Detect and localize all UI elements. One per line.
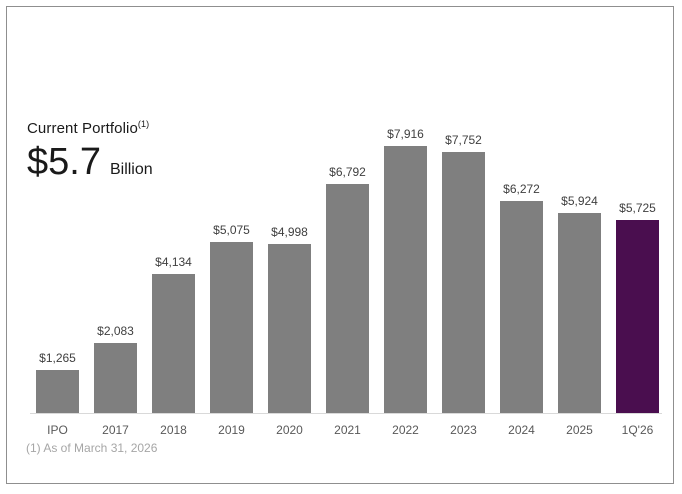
bar-column: $1,265 — [36, 123, 79, 413]
bar-value-label: $4,134 — [155, 255, 192, 269]
x-axis-label-cell: 2019 — [210, 423, 253, 437]
bar-value-label: $7,752 — [445, 133, 482, 147]
bar — [326, 184, 369, 413]
portfolio-value: $5.7 — [27, 141, 101, 183]
bar-column: $5,725 — [616, 123, 659, 413]
bar-column: $6,792 — [326, 123, 369, 413]
bar-column: $4,134 — [152, 123, 195, 413]
bar — [268, 244, 311, 413]
chart-header: Current Portfolio(1) $5.7 Billion — [27, 119, 153, 181]
x-axis-label-cell: 2017 — [94, 423, 137, 437]
bar-value-label: $4,998 — [271, 225, 308, 239]
bar — [94, 343, 137, 413]
bar-chart-plot-area: $1,265 $2,083 $4,134 $5,075 $4,998 $6,792 $7,9… — [36, 123, 659, 413]
x-axis-label: 2025 — [566, 423, 593, 437]
x-axis-label: 2018 — [160, 423, 187, 437]
bar — [558, 213, 601, 413]
portfolio-value-unit: Billion — [109, 161, 153, 178]
x-axis-label-cell: 2020 — [268, 423, 311, 437]
bar-column: $5,075 — [210, 123, 253, 413]
bar-column: $5,924 — [558, 123, 601, 413]
bar — [500, 201, 543, 413]
x-axis-label: 2023 — [450, 423, 477, 437]
x-axis-label-cell: 2025 — [558, 423, 601, 437]
chart-title-footnote-marker: (1) — [137, 119, 150, 129]
chart-title-text: Current Portfolio — [27, 120, 138, 137]
x-axis-labels: IPO 2017 2018 2019 2020 2021 2022 2023 2024 2025 1… — [36, 423, 659, 437]
bar-value-label: $7,916 — [387, 127, 424, 141]
x-axis-label: 2024 — [508, 423, 535, 437]
bar-value-label: $2,083 — [97, 324, 134, 338]
footnote: (1) As of March 31, 2026 — [26, 441, 158, 455]
bar — [384, 146, 427, 413]
x-axis-label: 2021 — [334, 423, 361, 437]
bar-column: $4,998 — [268, 123, 311, 413]
x-axis-label-cell: 2024 — [500, 423, 543, 437]
x-axis-label-cell: 2023 — [442, 423, 485, 437]
x-axis-label: 2020 — [276, 423, 303, 437]
bar-value-label: $5,725 — [619, 201, 656, 215]
chart-title: Current Portfolio(1) — [27, 119, 153, 137]
bar-column: $6,272 — [500, 123, 543, 413]
x-axis-label-cell: 1Q'26 — [616, 423, 659, 437]
bar-column: $7,752 — [442, 123, 485, 413]
bar-value-label: $5,924 — [561, 194, 598, 208]
portfolio-value-row: $5.7 Billion — [27, 143, 153, 181]
bar-highlighted — [616, 220, 659, 413]
x-axis-label: 2017 — [102, 423, 129, 437]
x-axis-label: 2022 — [392, 423, 419, 437]
x-axis-label-cell: IPO — [36, 423, 79, 437]
bar — [442, 152, 485, 413]
bar-value-label: $5,075 — [213, 223, 250, 237]
bar-column: $7,916 — [384, 123, 427, 413]
bar-column: $2,083 — [94, 123, 137, 413]
x-axis-label: 2019 — [218, 423, 245, 437]
bar — [210, 242, 253, 413]
bar — [152, 274, 195, 413]
x-axis-label-cell: 2022 — [384, 423, 427, 437]
x-axis-label: IPO — [47, 423, 68, 437]
bar — [36, 370, 79, 413]
x-axis-label-cell: 2018 — [152, 423, 195, 437]
bar-value-label: $6,272 — [503, 182, 540, 196]
bar-value-label: $6,792 — [329, 165, 366, 179]
x-axis-label: 1Q'26 — [621, 423, 654, 437]
bar-value-label: $1,265 — [39, 351, 76, 365]
x-axis-line — [30, 413, 662, 414]
x-axis-label-cell: 2021 — [326, 423, 369, 437]
